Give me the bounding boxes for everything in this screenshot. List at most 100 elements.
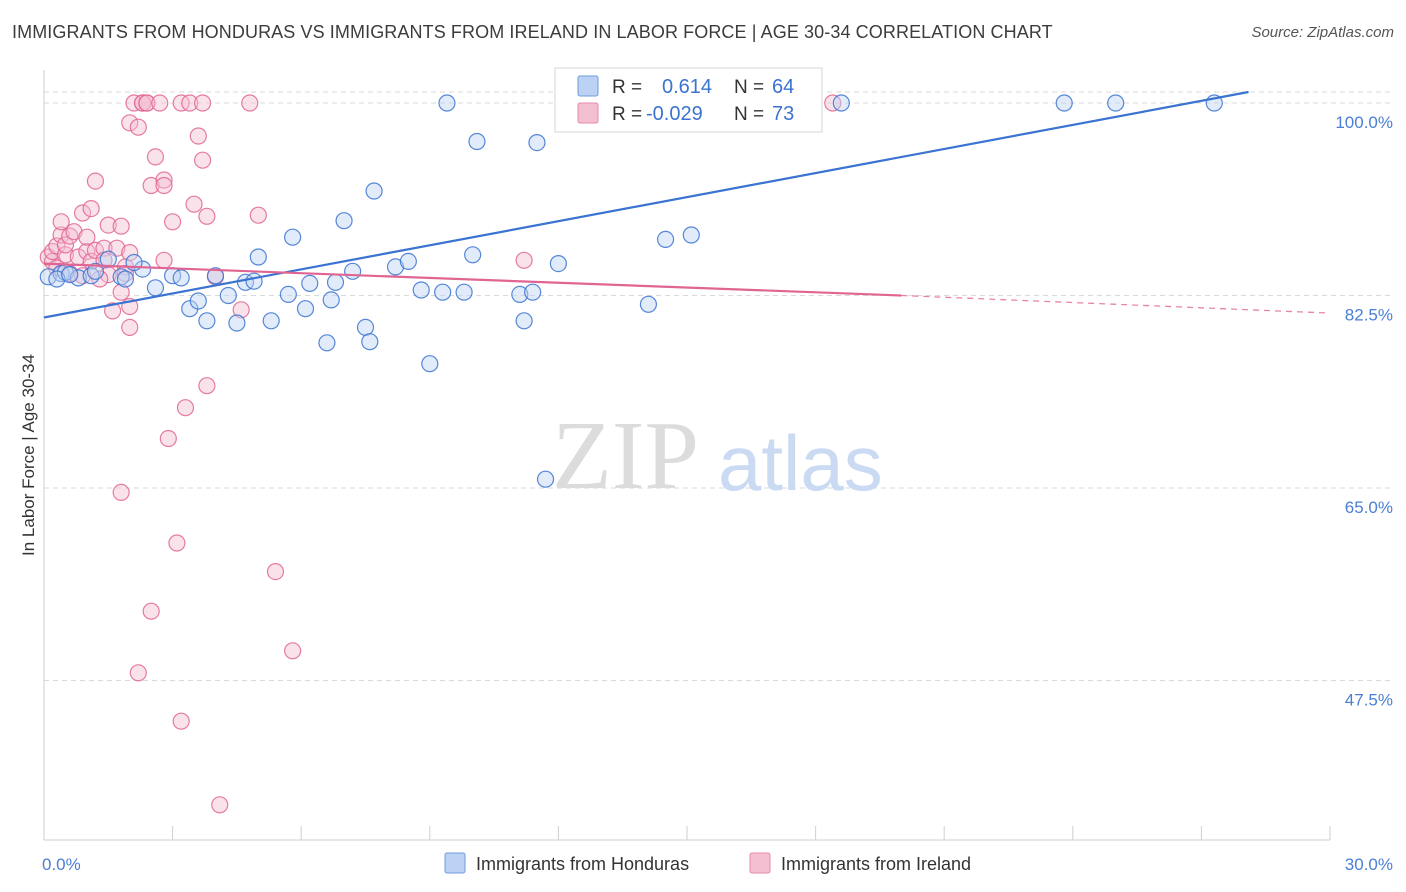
ireland-point <box>142 176 160 195</box>
ireland-point <box>168 534 186 552</box>
honduras-point <box>356 318 375 336</box>
ireland-point <box>176 399 195 417</box>
watermark-zip: ZIP <box>552 402 699 510</box>
chart-title: IMMIGRANTS FROM HONDURAS VS IMMIGRANTS F… <box>12 22 1053 42</box>
x-ticks <box>43 826 1331 840</box>
honduras-point <box>198 312 216 330</box>
honduras-point <box>434 283 452 301</box>
legend-swatch-ireland <box>577 102 599 124</box>
ireland-point <box>142 602 160 620</box>
honduras-point <box>206 267 225 285</box>
y-tick-label: 82.5% <box>1345 306 1393 325</box>
honduras-point <box>524 283 542 301</box>
honduras-point <box>189 292 207 310</box>
honduras-point <box>86 262 105 280</box>
honduras-point <box>438 94 456 112</box>
legend-r-label-honduras: R = <box>612 77 642 98</box>
ireland-point <box>241 94 259 112</box>
honduras-point <box>296 300 315 318</box>
honduras-point <box>279 285 297 303</box>
honduras-point <box>99 250 117 268</box>
ireland-point <box>194 151 212 169</box>
legend-item-ireland[interactable]: Immigrants from Ireland <box>749 852 971 874</box>
ireland-point <box>121 318 139 336</box>
legend-box: R = 0.614 N = 64 R = -0.029 N = 73 <box>554 67 823 133</box>
ireland-point <box>155 171 173 189</box>
honduras-point <box>511 285 529 303</box>
bottom-legend: Immigrants from Honduras Immigrants from… <box>444 852 971 874</box>
ireland-point <box>155 251 173 269</box>
honduras-point <box>344 262 362 280</box>
ireland-point <box>172 712 190 730</box>
gridlines <box>44 91 1393 681</box>
ireland-point <box>78 228 96 246</box>
ireland-point <box>164 213 182 231</box>
honduras-point <box>326 273 345 291</box>
honduras-point <box>464 246 482 264</box>
ireland-point <box>86 172 105 190</box>
ireland-point <box>185 195 203 213</box>
legend-n-label-honduras: N = <box>734 77 764 98</box>
honduras-point <box>455 283 473 301</box>
x-tick-label-max: 30.0% <box>1345 855 1393 874</box>
ireland-point <box>56 236 75 254</box>
honduras-point <box>412 281 430 299</box>
honduras-point <box>48 270 66 288</box>
legend-swatch-honduras <box>577 75 599 97</box>
ireland-point <box>249 206 267 224</box>
legend-n-value-honduras: 64 <box>772 76 794 98</box>
honduras-point <box>1055 94 1073 112</box>
ireland-point <box>82 200 100 218</box>
honduras-point <box>245 272 263 290</box>
ireland-point <box>155 176 173 195</box>
legend-n-value-ireland: 73 <box>772 103 794 125</box>
legend-box-frame <box>554 67 823 133</box>
ireland-point <box>181 94 199 112</box>
ireland-point <box>52 226 70 244</box>
legend-n-label-ireland: N = <box>734 104 764 125</box>
honduras-point <box>468 132 486 151</box>
legend-item-honduras[interactable]: Immigrants from Honduras <box>444 852 689 874</box>
ireland-point <box>129 118 147 136</box>
watermark: ZIP atlas <box>552 402 883 510</box>
ireland-point <box>159 429 177 448</box>
honduras-point <box>318 334 336 352</box>
honduras-point <box>549 255 568 273</box>
honduras-point <box>133 260 152 278</box>
honduras-point <box>116 270 135 288</box>
honduras-point <box>528 134 546 152</box>
y-tick-label: 47.5% <box>1345 691 1393 710</box>
x-tick-label-min: 0.0% <box>42 855 81 874</box>
ireland-trend-line <box>43 262 902 297</box>
legend-r-label-ireland: R = <box>612 104 642 125</box>
y-tick-label: 65.0% <box>1345 498 1393 517</box>
honduras-point <box>61 266 79 284</box>
ireland-point <box>112 483 130 501</box>
honduras-point <box>682 226 700 244</box>
ireland-point <box>198 377 216 395</box>
ireland-point <box>121 114 139 132</box>
ireland-point <box>211 796 229 814</box>
y-tick-labels: 100.0% 82.5% 65.0% 47.5% <box>1335 113 1393 710</box>
honduras-point <box>386 258 405 276</box>
honduras-point <box>335 212 353 230</box>
honduras-point <box>1107 94 1125 112</box>
honduras-point <box>172 269 190 287</box>
honduras-point <box>365 182 383 200</box>
y-axis-title: In Labor Force | Age 30-34 <box>19 354 38 556</box>
ireland-point <box>284 642 302 660</box>
ireland-point <box>103 302 122 320</box>
ireland-point <box>266 562 285 581</box>
ireland-point <box>73 204 92 222</box>
ireland-point <box>56 246 75 264</box>
honduras-point <box>421 355 439 373</box>
honduras-point <box>515 312 533 330</box>
ireland-point <box>78 242 96 261</box>
honduras-point <box>284 228 302 246</box>
legend-swatch-honduras-bottom <box>444 852 466 874</box>
ireland-point <box>189 127 207 145</box>
ireland-point <box>515 251 533 269</box>
ireland-point <box>151 94 169 112</box>
honduras-point <box>399 252 417 270</box>
